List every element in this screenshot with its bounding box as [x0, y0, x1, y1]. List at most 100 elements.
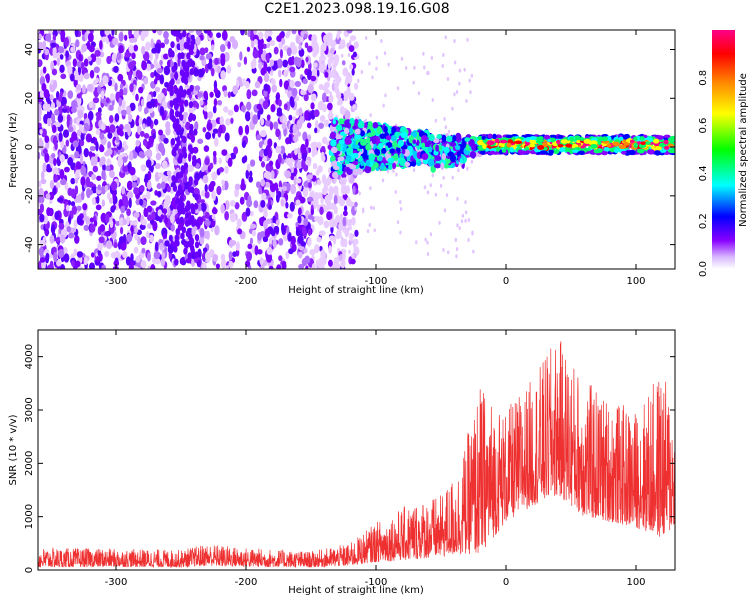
spectrogram-cell — [105, 97, 110, 104]
spectrogram-cell — [316, 192, 323, 199]
spectrogram-cell — [289, 79, 295, 89]
spectrogram-cell — [465, 99, 468, 104]
spectrogram-cell — [118, 31, 124, 42]
spectrogram-cell — [75, 161, 82, 170]
spectrogram-cell — [349, 35, 357, 42]
spectrogram-cell — [435, 144, 439, 152]
spectrogram-cell — [426, 251, 430, 256]
spectrogram-cell — [461, 213, 465, 218]
spectrogram-cell — [140, 236, 147, 246]
spectrogram-cell — [60, 178, 67, 186]
spectrogram-cell — [455, 144, 461, 151]
spectrogram-cell — [306, 45, 313, 53]
spectrogram-cell — [121, 99, 126, 110]
spectrogram-cell — [267, 148, 273, 159]
spectrogram-y-tick-label: 40 — [24, 43, 35, 56]
spectrogram-cell — [178, 32, 183, 40]
spectrogram-cell — [550, 138, 555, 143]
spectrogram-cell — [423, 185, 427, 190]
spectrogram-cell — [263, 73, 270, 83]
spectrogram-cell — [180, 232, 185, 240]
spectrogram-cell — [194, 85, 201, 92]
spectrogram-cell — [70, 188, 76, 199]
spectrogram-cell — [352, 233, 355, 238]
spectrogram-cell — [293, 175, 298, 186]
spectrogram-cell — [253, 30, 257, 36]
spectrogram-cell — [537, 144, 545, 150]
spectrogram-cell — [100, 212, 107, 223]
spectrogram-cell — [229, 200, 236, 207]
spectrogram-cell — [337, 97, 343, 106]
spectrogram-cell — [303, 163, 309, 172]
spectrogram-cell — [460, 219, 464, 224]
spectrogram-cell — [46, 207, 52, 217]
spectrogram-cell — [221, 183, 226, 191]
spectrogram-cell — [133, 212, 140, 219]
spectrogram-cell — [400, 56, 404, 61]
spectrogram-cell — [279, 145, 286, 155]
spectrogram-cell — [319, 230, 326, 236]
spectrogram-cell — [286, 47, 292, 57]
spectrogram-cell — [412, 168, 416, 173]
spectrogram-cell — [270, 104, 276, 113]
spectrogram-cell — [301, 258, 308, 266]
spectrogram-cell — [378, 155, 383, 162]
spectrogram-cell — [328, 94, 334, 103]
spectrogram-cell — [104, 184, 108, 192]
spectrogram-cell — [177, 198, 182, 206]
spectrogram-cell — [174, 125, 179, 133]
spectrogram-cell — [335, 71, 338, 76]
spectrogram-cell — [285, 250, 290, 259]
spectrogram-cell — [199, 99, 204, 106]
spectrogram-cell — [99, 224, 106, 232]
spectrogram-cell — [125, 256, 131, 266]
spectrogram-cell — [190, 205, 196, 213]
spectrogram-cell — [206, 230, 210, 240]
spectrogram-cell — [169, 108, 175, 116]
spectrogram-cell — [184, 241, 190, 249]
colorbar-gradient — [712, 30, 735, 269]
spectrogram-cell — [269, 183, 277, 193]
spectrogram-cell — [53, 174, 59, 183]
spectrogram-cell — [71, 99, 78, 109]
spectrogram-cell — [54, 108, 60, 116]
spectrogram-cell — [59, 154, 65, 163]
spectrogram-cell — [332, 56, 335, 61]
spectrogram-cell — [312, 43, 319, 53]
spectrogram-cell — [39, 203, 45, 213]
spectrogram-cell — [357, 78, 360, 83]
spectrogram-cell — [147, 223, 152, 229]
spectrogram-cell — [397, 139, 404, 147]
spectrogram-cell — [289, 66, 296, 73]
spectrogram-cell — [64, 166, 70, 173]
spectrogram-cell — [46, 163, 51, 171]
spectrogram-cell — [113, 260, 120, 267]
spectrogram-cell — [262, 205, 268, 213]
spectrogram-cell — [148, 135, 155, 144]
spectrogram-cell — [266, 114, 271, 121]
spectrogram-cell — [75, 39, 80, 48]
spectrogram-cell — [53, 135, 58, 146]
spectrogram-cell — [122, 166, 129, 173]
spectrogram-cell — [321, 174, 327, 185]
spectrogram-cell — [255, 181, 261, 188]
spectrogram-cell — [248, 176, 253, 183]
spectrogram-cell — [401, 148, 406, 155]
spectrogram-cell — [354, 134, 362, 140]
snr-marks — [38, 341, 675, 568]
spectrogram-cell — [60, 96, 67, 107]
spectrogram-cell — [333, 186, 338, 195]
spectrogram-cell — [159, 59, 163, 66]
spectrogram-cell — [179, 113, 184, 121]
spectrogram-cell — [188, 101, 194, 109]
spectrogram-cell — [213, 87, 218, 94]
spectrogram-cell — [41, 82, 47, 92]
spectrogram-cell — [313, 109, 320, 117]
spectrogram-cell — [58, 248, 65, 259]
spectrogram-cell — [273, 46, 279, 55]
spectrogram-cell — [293, 134, 299, 143]
spectrogram-cell — [43, 89, 50, 99]
spectrogram-cell — [257, 231, 263, 241]
spectrogram-cell — [177, 184, 183, 192]
